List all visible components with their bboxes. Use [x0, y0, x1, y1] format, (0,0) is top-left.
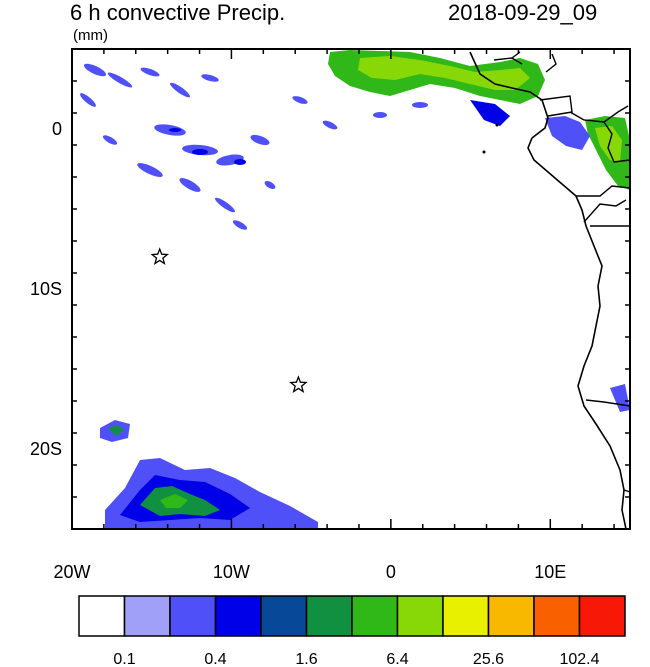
map-title: 6 h convective Precip.	[70, 0, 286, 25]
colorbar-swatch	[78, 595, 126, 637]
scattered-precip-nw-dark	[169, 128, 246, 165]
marker-layer	[150, 247, 308, 393]
colorbar-swatch	[351, 595, 399, 637]
colorbar-swatch	[533, 595, 581, 637]
colorbar	[78, 595, 626, 637]
light-precip-coast	[470, 100, 510, 126]
precip-patch-southeast	[610, 384, 630, 412]
y-tick-label: 10S	[30, 279, 62, 299]
colorbar-label: 6.4	[386, 651, 408, 667]
colorbar-swatch	[442, 595, 490, 637]
valid-time: 2018-09-29_09	[448, 0, 598, 25]
map-frame	[71, 48, 631, 530]
colorbar-swatch	[396, 595, 444, 637]
scattered-precip-nw	[80, 63, 428, 230]
precip-patch-sw-small-green	[108, 425, 124, 436]
colorbar-swatch	[578, 595, 626, 637]
colorbar-swatch	[305, 595, 353, 637]
precip-field	[80, 50, 630, 529]
colorbar-swatch	[260, 595, 308, 637]
colorbar-swatch	[169, 595, 217, 637]
colorbar-label: 0.1	[113, 651, 135, 667]
colorbar-swatch	[123, 595, 171, 637]
units-label: (mm)	[73, 27, 108, 44]
country-borders	[493, 51, 630, 493]
colorbar-swatch	[214, 595, 262, 637]
x-tick-label: 10W	[213, 562, 250, 582]
colorbar-label: 102.4	[559, 651, 599, 667]
light-precip-east	[545, 116, 590, 150]
island	[495, 123, 499, 127]
y-tick-label: 20S	[30, 439, 62, 459]
x-tick-label: 10E	[534, 562, 566, 582]
colorbar-label: 25.6	[473, 651, 504, 667]
colorbar-swatch	[487, 595, 535, 637]
axis-tick-labels: 20W 10W 0 10E 0 10S 20S	[30, 119, 566, 582]
convective-core-north	[358, 56, 530, 90]
y-tick-label: 0	[52, 119, 62, 139]
colorbar-label: 0.4	[204, 651, 226, 667]
precip-area-sw-lightgreen	[160, 494, 188, 508]
colorbar-labels: 0.1 0.4 1.6 6.4 25.6 102.4	[113, 651, 599, 667]
island	[482, 150, 486, 154]
star-2-marker	[289, 375, 308, 393]
axis-ticks	[71, 48, 630, 530]
x-tick-label: 0	[386, 562, 396, 582]
star-1-marker	[150, 247, 170, 265]
colorbar-label: 1.6	[295, 651, 317, 667]
x-tick-label: 20W	[53, 562, 90, 582]
